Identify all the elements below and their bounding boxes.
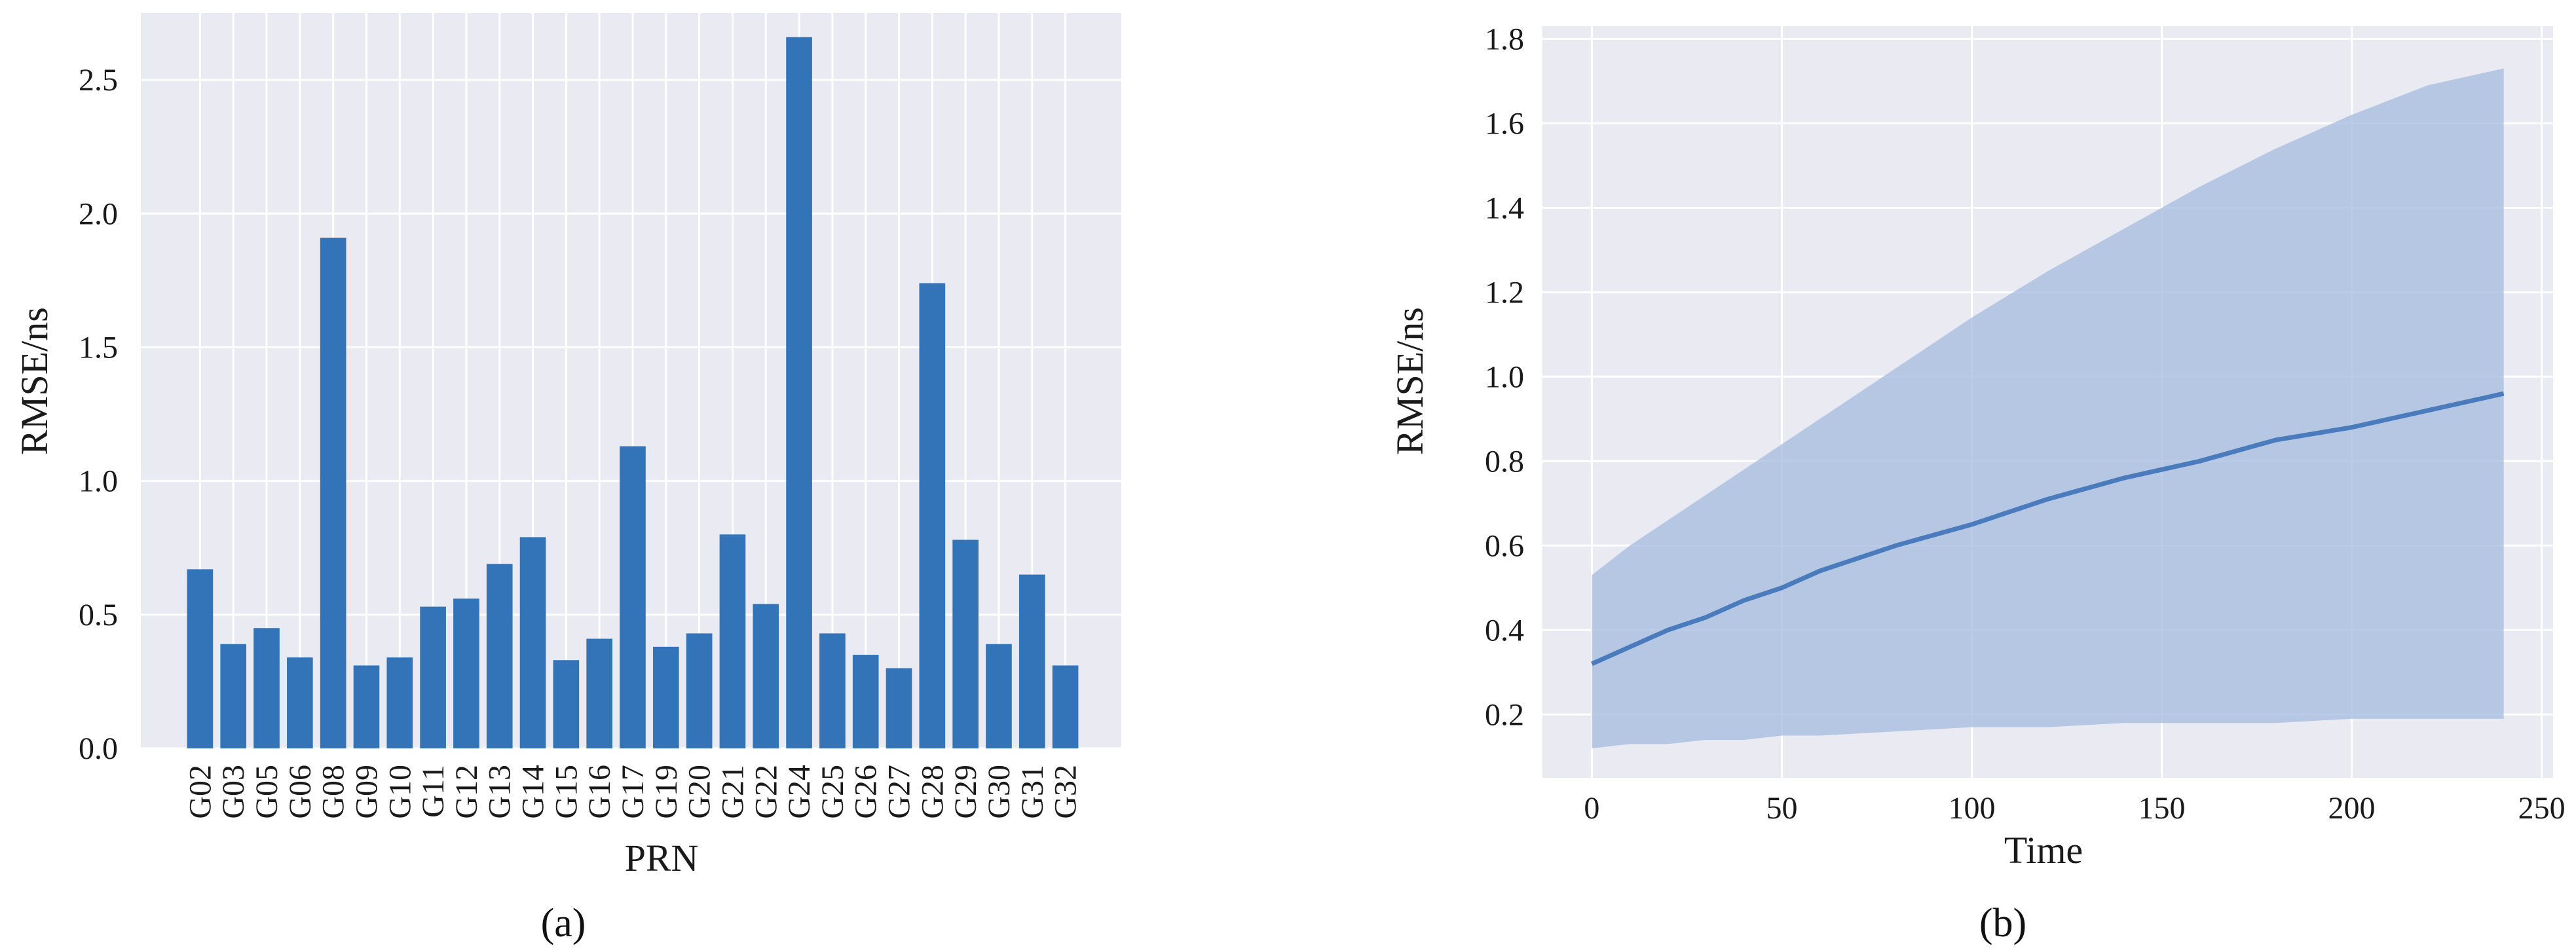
bar-g16 [586, 638, 613, 748]
y-tick-label: 0.2 [1485, 697, 1524, 732]
x-tick-label: G08 [316, 765, 351, 819]
y-tick-label: 0.4 [1485, 613, 1524, 648]
bar-g02 [187, 569, 214, 748]
x-tick-label: G06 [283, 765, 318, 819]
y-tick-label: 0.6 [1485, 528, 1524, 563]
y-tick-label: 1.4 [1485, 191, 1524, 225]
y-tick-label: 1.2 [1485, 275, 1524, 310]
x-tick-label: G03 [216, 765, 251, 819]
y-tick-label: 2.0 [79, 196, 118, 231]
x-tick-label: G31 [1015, 765, 1050, 819]
x-tick-label: G29 [948, 765, 983, 819]
bar-g30 [986, 644, 1012, 748]
x-tick-label: G11 [416, 765, 451, 818]
y-tick-label: 0.0 [79, 731, 118, 766]
bars-a [187, 37, 1079, 749]
x-tick-label: G20 [682, 765, 717, 819]
bar-g22 [753, 604, 779, 748]
bar-g10 [386, 657, 413, 748]
x-tick-label: G15 [549, 765, 584, 819]
panel-b-line-chart: 0.2 0.4 0.6 0.8 1.0 1.2 1.4 1.6 1.8 0 50 100 150 200… [1389, 22, 2566, 945]
bar-g08 [320, 238, 346, 748]
bar-g24 [786, 37, 812, 749]
bar-g31 [1018, 574, 1045, 748]
y-tick-label: 2.5 [79, 63, 118, 98]
x-tick-label: G17 [616, 765, 650, 819]
x-tick-label: G30 [982, 765, 1017, 819]
x-tick-labels-a: G02G03G05G06G08G09G10G11G12G13G14G15G16G… [183, 765, 1083, 819]
panel-label-a: (a) [541, 901, 586, 945]
y-tick-label: 1.0 [1485, 359, 1524, 394]
x-tick-label: G09 [349, 765, 384, 819]
bar-g11 [420, 606, 446, 748]
bar-g03 [220, 644, 247, 748]
bar-g21 [719, 534, 746, 748]
y-tick-label: 1.8 [1485, 22, 1524, 56]
bar-g15 [553, 660, 580, 748]
x-tick-label: G05 [250, 765, 284, 819]
confidence-band [1592, 68, 2504, 748]
bar-g26 [852, 655, 879, 748]
x-tick-label: 150 [2138, 791, 2186, 826]
bar-g14 [519, 537, 546, 748]
bar-g06 [287, 657, 313, 748]
x-tick-label: G22 [749, 765, 783, 819]
y-tick-label: 0.8 [1485, 444, 1524, 479]
y-tick-labels-a: 0.0 0.5 1.0 1.5 2.0 2.5 [79, 63, 118, 766]
x-tick-label: G19 [649, 765, 684, 819]
y-tick-labels-b: 0.2 0.4 0.6 0.8 1.0 1.2 1.4 1.6 1.8 [1485, 22, 1524, 732]
x-tick-label: G21 [715, 765, 750, 819]
x-tick-label: G16 [582, 765, 617, 819]
x-tick-label: G27 [882, 765, 917, 819]
y-tick-label: 1.5 [79, 330, 118, 365]
bar-g17 [620, 446, 646, 748]
x-axis-label-b: Time [2004, 829, 2083, 871]
bar-g19 [652, 646, 679, 748]
bar-g09 [353, 665, 380, 748]
x-tick-labels-b: 0 50 100 150 200 250 [1584, 791, 2565, 826]
bar-g28 [919, 283, 946, 748]
bar-g29 [952, 540, 979, 748]
bar-g05 [253, 628, 280, 748]
x-tick-label: 0 [1584, 791, 1599, 826]
x-axis-label-a: PRN [625, 837, 699, 879]
x-tick-label: G25 [815, 765, 850, 819]
x-tick-label: G24 [782, 765, 817, 819]
x-tick-label: G10 [383, 765, 417, 819]
bar-g13 [486, 564, 513, 748]
x-tick-label: G28 [915, 765, 950, 819]
x-tick-label: G13 [483, 765, 517, 819]
bar-g27 [886, 668, 912, 748]
y-tick-label: 1.6 [1485, 106, 1524, 141]
mean-line [1590, 391, 2505, 667]
x-tick-label: 250 [2518, 791, 2566, 826]
x-tick-label: G14 [516, 765, 551, 819]
x-tick-label: G32 [1049, 765, 1083, 819]
x-tick-label: 50 [1766, 791, 1797, 826]
x-tick-label: 200 [2328, 791, 2376, 826]
bar-g32 [1052, 665, 1079, 748]
x-tick-label: G02 [183, 765, 217, 819]
y-tick-label: 0.5 [79, 598, 118, 632]
x-tick-label: G12 [449, 765, 484, 819]
x-tick-label: G26 [849, 765, 884, 819]
bar-g12 [453, 598, 479, 748]
y-tick-label: 1.0 [79, 464, 118, 499]
x-tick-label: 100 [1948, 791, 1995, 826]
panel-label-b: (b) [1979, 901, 2026, 945]
y-axis-label-a: RMSE/ns [13, 307, 56, 455]
panel-a-bar-chart: 0.0 0.5 1.0 1.5 2.0 2.5 G02G03G05G06G08G09G10… [13, 13, 1121, 945]
bar-g25 [819, 633, 846, 748]
bar-g20 [686, 633, 713, 748]
y-axis-label-b: RMSE/ns [1389, 307, 1431, 455]
